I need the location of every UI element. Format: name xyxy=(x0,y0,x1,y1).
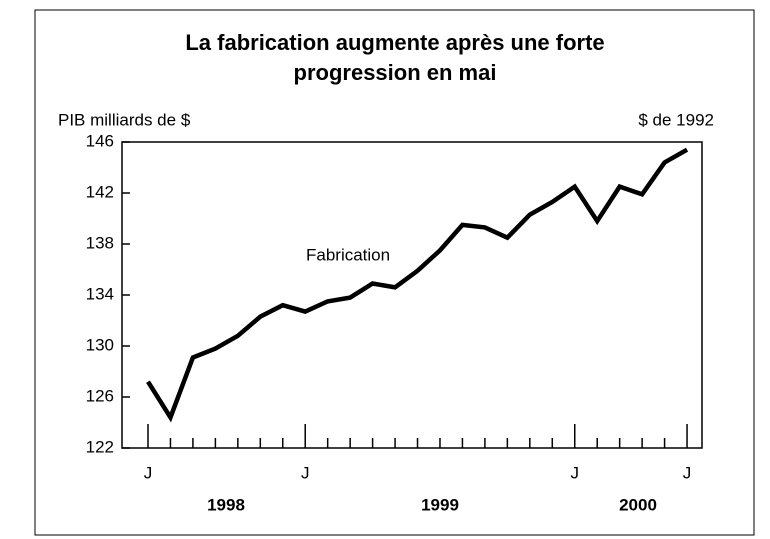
y-tick-label: 138 xyxy=(86,233,114,252)
y-tick-label: 146 xyxy=(86,131,114,150)
chart-title: La fabrication augmente après une forte xyxy=(185,30,604,55)
y-tick-label: 142 xyxy=(86,182,114,201)
x-tick-label: J xyxy=(301,463,310,482)
year-label: 1998 xyxy=(207,495,245,514)
y-tick-label: 134 xyxy=(86,284,114,303)
year-label: 2000 xyxy=(619,495,657,514)
frame xyxy=(34,9,755,536)
line-series xyxy=(146,147,689,423)
y-axis-label-right: $ de 1992 xyxy=(638,110,714,129)
x-tick-label: J xyxy=(683,463,692,482)
year-label: 1999 xyxy=(421,495,459,514)
y-axis-label: PIB milliards de $ xyxy=(58,110,191,129)
x-tick-label: J xyxy=(144,463,153,482)
x-tick-label: J xyxy=(570,463,579,482)
y-tick-label: 130 xyxy=(86,335,114,354)
y-tick-label: 126 xyxy=(86,386,114,405)
chart-title: progression en mai xyxy=(294,60,497,85)
y-tick-label: 122 xyxy=(86,437,114,456)
annotation: Fabrication xyxy=(306,245,390,264)
